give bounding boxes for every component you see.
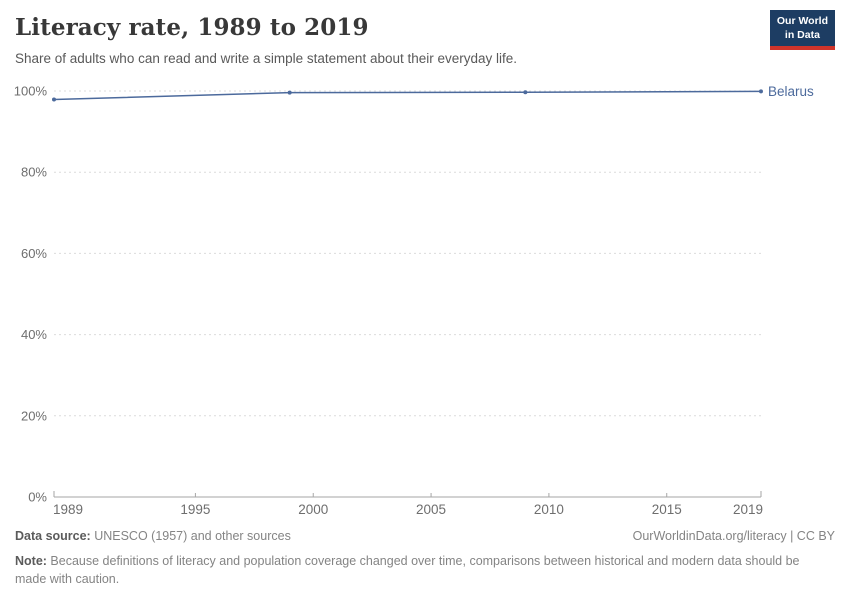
x-tick-label: 2000 — [298, 502, 328, 517]
x-tick-label: 2005 — [416, 502, 446, 517]
header-text: Literacy rate, 1989 to 2019 Share of adu… — [15, 14, 517, 66]
x-tick-label: 1989 — [53, 502, 83, 517]
note: Note: Because definitions of literacy an… — [15, 552, 815, 588]
x-tick-label: 2015 — [652, 502, 682, 517]
chart-footer: Data source: UNESCO (1957) and other sou… — [15, 527, 835, 588]
data-point — [288, 91, 292, 95]
series-line — [54, 91, 761, 99]
note-value: Because definitions of literacy and popu… — [15, 554, 800, 586]
data-point — [523, 90, 527, 94]
y-tick-label: 40% — [21, 327, 47, 342]
owid-literacy-chart: Literacy rate, 1989 to 2019 Share of adu… — [0, 0, 850, 600]
owid-logo: Our World in Data — [770, 10, 835, 50]
y-tick-label: 100% — [14, 84, 48, 99]
owid-link: OurWorldinData.org/literacy | CC BY — [633, 527, 835, 545]
x-tick-label: 2019 — [733, 502, 763, 517]
x-tick-label: 2010 — [534, 502, 564, 517]
chart-subtitle: Share of adults who can read and write a… — [15, 51, 517, 66]
page-title: Literacy rate, 1989 to 2019 — [15, 14, 517, 41]
logo-line-1: Our World — [777, 15, 828, 29]
y-tick-label: 60% — [21, 246, 47, 261]
data-source: Data source: UNESCO (1957) and other sou… — [15, 527, 291, 545]
data-point — [52, 98, 56, 102]
source-row: Data source: UNESCO (1957) and other sou… — [15, 527, 835, 545]
data-point — [759, 89, 763, 93]
chart-header: Literacy rate, 1989 to 2019 Share of adu… — [15, 14, 835, 66]
y-tick-label: 80% — [21, 165, 47, 180]
data-source-label: Data source: — [15, 529, 91, 543]
data-source-value: UNESCO (1957) and other sources — [91, 529, 291, 543]
line-chart: 0% 20% 40% 60% 80% 100% 1989 1995 2000 2005 2010 20… — [0, 78, 850, 523]
y-tick-label: 0% — [28, 490, 47, 505]
y-tick-label: 20% — [21, 408, 47, 423]
series-end-label: Belarus — [768, 84, 814, 99]
logo-line-2: in Data — [777, 29, 828, 43]
x-tick-label: 1995 — [180, 502, 210, 517]
note-label: Note: — [15, 554, 47, 568]
